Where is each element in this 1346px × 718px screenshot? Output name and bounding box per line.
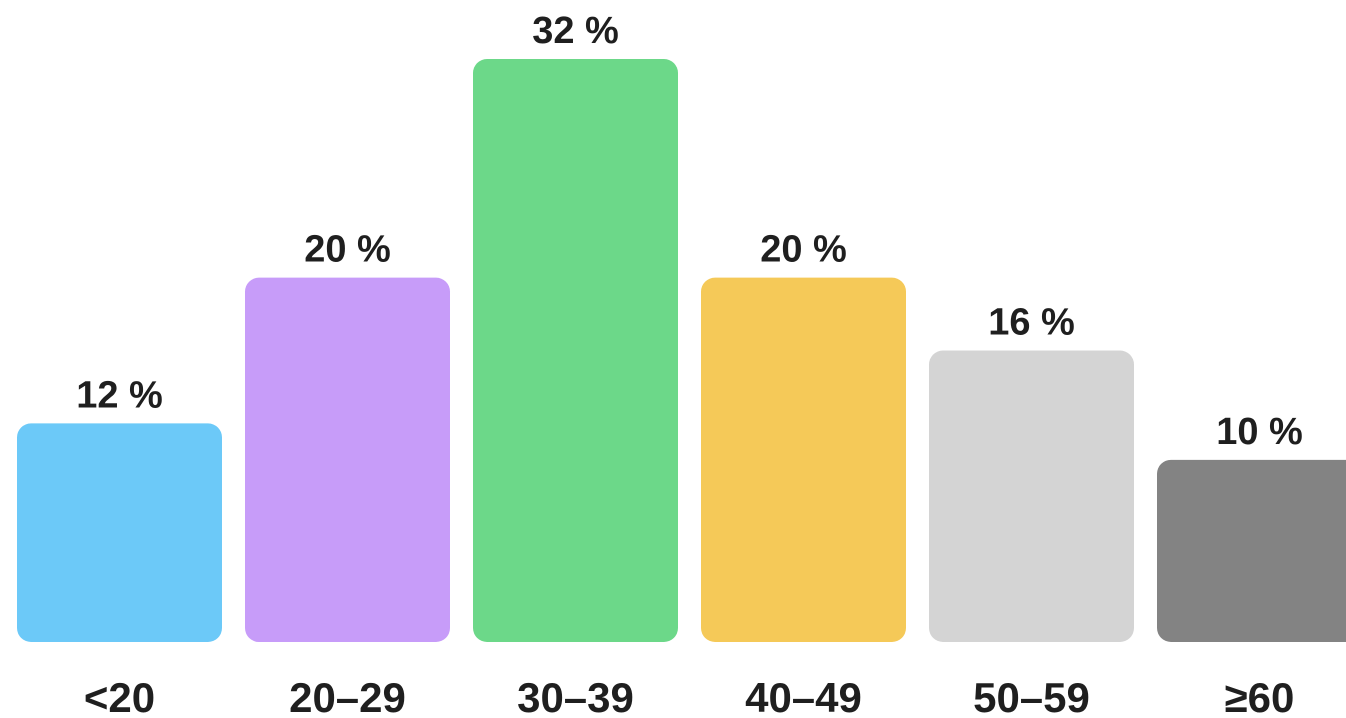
bars-group (17, 59, 1346, 642)
bar-value-label-3: 20 % (760, 229, 847, 271)
category-label-5: ≥60 (1225, 674, 1295, 718)
bar-1 (245, 277, 450, 642)
bar-value-label-4: 16 % (988, 302, 1075, 344)
category-label-2: 30–39 (517, 674, 634, 718)
bar-value-label-2: 32 % (532, 10, 619, 52)
bar-0 (17, 423, 222, 642)
bar-value-label-0: 12 % (76, 374, 163, 416)
category-labels-group: <20 20–29 30–39 40–49 50–59 ≥60 (84, 674, 1295, 718)
bar-3 (701, 277, 906, 642)
bar-2 (473, 59, 678, 642)
bar-value-label-5: 10 % (1216, 411, 1303, 453)
bar-value-label-1: 20 % (304, 229, 391, 271)
value-labels-group: 12 % 20 % 32 % 20 % 16 % 10 % (76, 10, 1303, 453)
bar-4 (929, 350, 1134, 642)
category-label-4: 50–59 (973, 674, 1090, 718)
category-label-3: 40–49 (745, 674, 862, 718)
category-label-1: 20–29 (289, 674, 406, 718)
bar-5 (1157, 459, 1346, 642)
category-label-0: <20 (84, 674, 155, 718)
